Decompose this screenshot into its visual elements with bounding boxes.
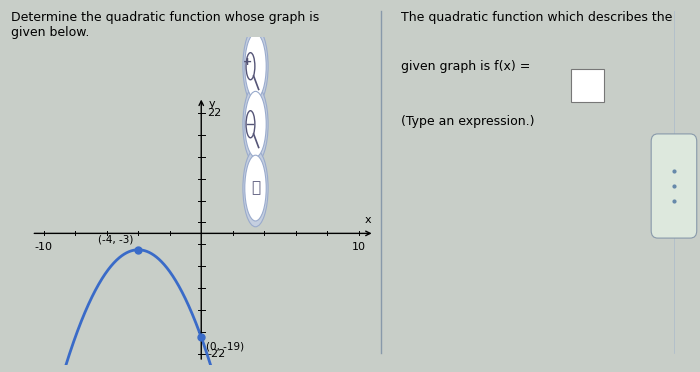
Text: 22: 22 bbox=[208, 108, 222, 118]
Circle shape bbox=[245, 33, 266, 99]
Text: (-4, -3): (-4, -3) bbox=[98, 234, 134, 244]
FancyBboxPatch shape bbox=[571, 69, 604, 102]
Text: -22: -22 bbox=[208, 349, 226, 359]
Circle shape bbox=[245, 92, 266, 157]
Text: -10: -10 bbox=[35, 241, 52, 251]
Circle shape bbox=[243, 150, 268, 227]
Circle shape bbox=[243, 86, 268, 163]
Text: (Type an expression.): (Type an expression.) bbox=[400, 115, 534, 128]
Circle shape bbox=[243, 28, 268, 105]
Text: given graph is f(x) =: given graph is f(x) = bbox=[400, 60, 530, 73]
Text: (0, -19): (0, -19) bbox=[206, 341, 244, 352]
Text: ⧉: ⧉ bbox=[251, 180, 260, 196]
FancyBboxPatch shape bbox=[651, 134, 696, 238]
Text: y: y bbox=[209, 99, 216, 109]
Circle shape bbox=[245, 155, 266, 221]
Text: The quadratic function which describes the: The quadratic function which describes t… bbox=[400, 11, 672, 24]
Text: x: x bbox=[365, 215, 372, 225]
Text: +: + bbox=[244, 57, 253, 67]
Text: Determine the quadratic function whose graph is
given below.: Determine the quadratic function whose g… bbox=[11, 11, 319, 39]
Text: 10: 10 bbox=[351, 241, 365, 251]
